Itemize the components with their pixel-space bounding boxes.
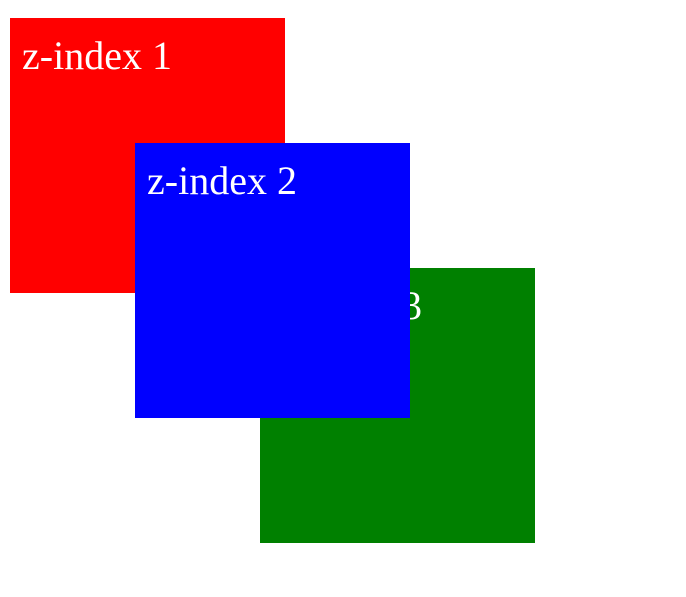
box-label: z-index 1 xyxy=(22,33,172,78)
blue-box: z-index 2 xyxy=(135,143,410,418)
box-label: z-index 2 xyxy=(147,158,297,203)
